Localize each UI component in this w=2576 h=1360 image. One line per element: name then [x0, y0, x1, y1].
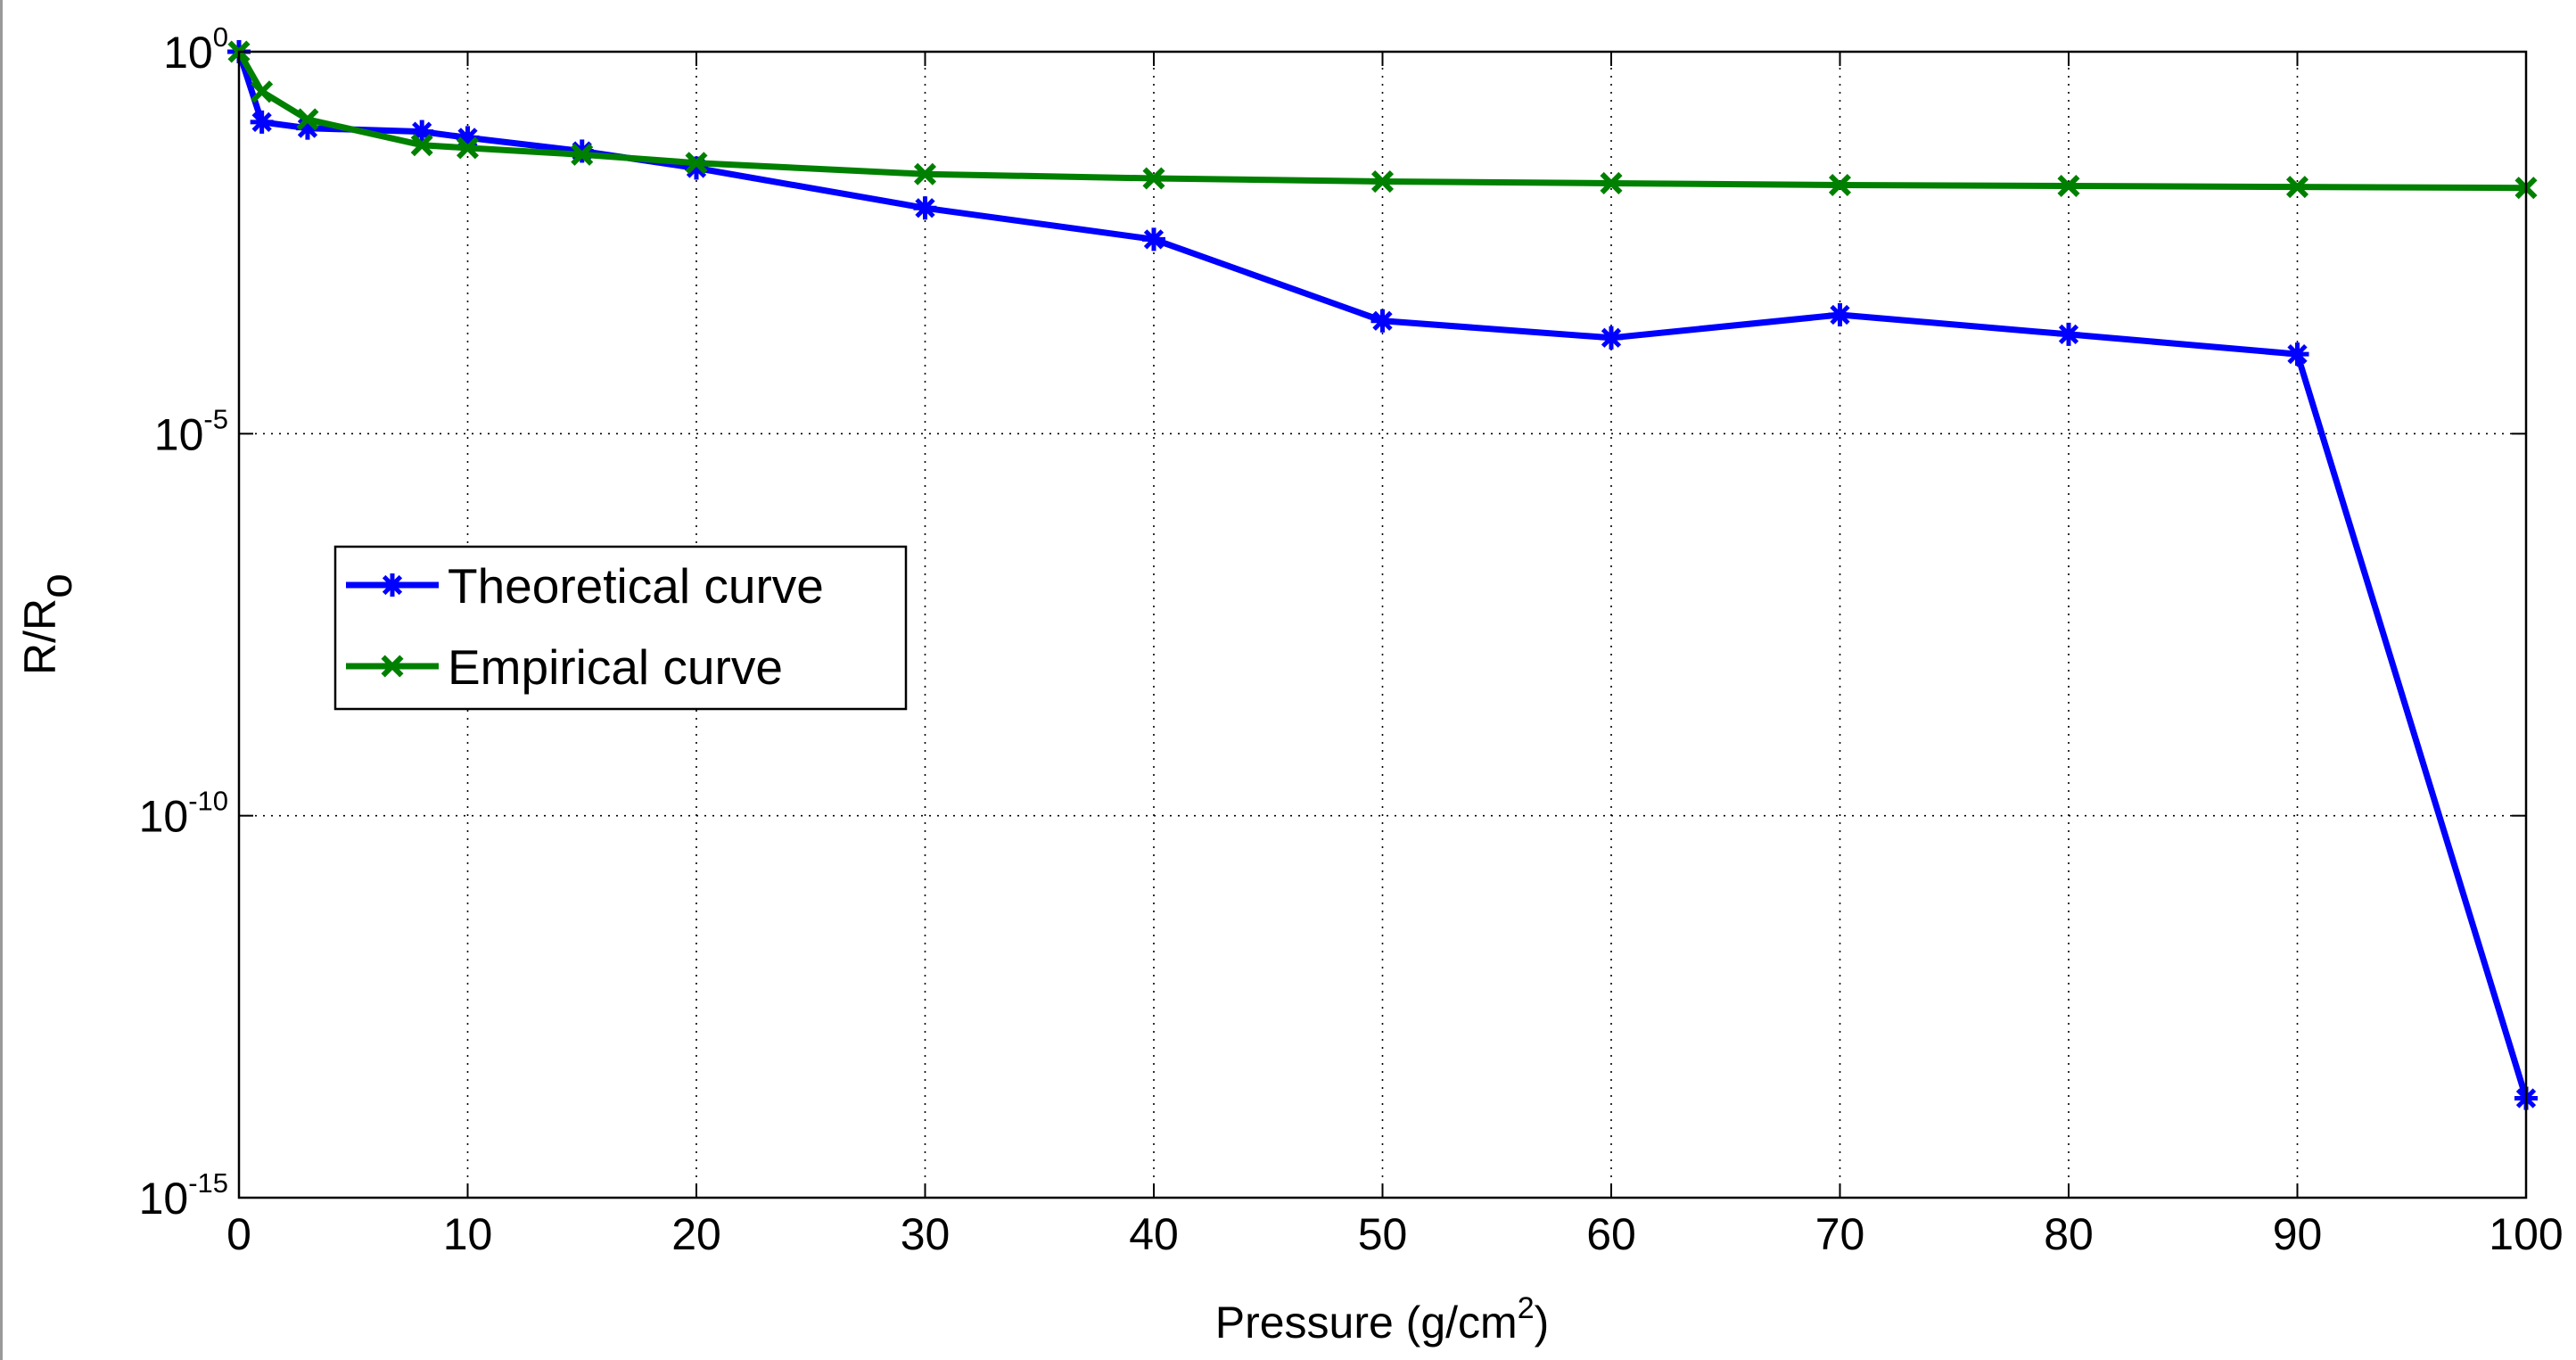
y-tick-label-base: 10: [154, 409, 204, 459]
data-point: [2057, 322, 2080, 346]
data-point: [2057, 174, 2080, 198]
legend-marker-symbol: [381, 573, 404, 597]
y-tick-label: 10-10: [139, 786, 228, 842]
data-point: [1828, 173, 1852, 196]
x-tick-label: 40: [1129, 1209, 1179, 1259]
left-edge-line: [0, 0, 3, 1360]
legend: Theoretical curve Empirical curve: [333, 545, 908, 711]
y-tick-label: 10-15: [139, 1167, 228, 1224]
y-axis-label-subscript: o: [31, 573, 81, 598]
data-point: [410, 134, 433, 157]
data-point: [1142, 227, 1165, 251]
data-point: [1370, 170, 1395, 194]
x-tick-label: 80: [2044, 1209, 2094, 1259]
data-point: [913, 196, 937, 220]
x-axis-label-end: ): [1535, 1298, 1550, 1348]
x-tick-label: 0: [226, 1209, 251, 1259]
data-point: [2285, 176, 2309, 199]
data-point: [1600, 326, 1623, 350]
y-tick-label-exponent: 0: [213, 21, 228, 53]
x-tick-label: 90: [2273, 1209, 2323, 1259]
x-tick-label: 100: [2489, 1209, 2563, 1259]
x-tick-label: 60: [1586, 1209, 1636, 1259]
data-point: [456, 136, 480, 160]
x-tick-label: 70: [1815, 1209, 1865, 1259]
data-point: [2285, 342, 2309, 367]
data-point: [571, 143, 594, 166]
x-tick-label: 30: [901, 1209, 951, 1259]
legend-label-theoretical: Theoretical curve: [448, 558, 824, 614]
y-tick-label: 100: [163, 21, 228, 78]
data-point: [250, 110, 274, 134]
y-tick-label-exponent: -15: [188, 1167, 228, 1199]
x-axis-label: Pressure (g/cm2): [1215, 1291, 1550, 1348]
legend-marker-empirical: [381, 655, 404, 678]
x-axis-ticks: 0 10 20 30 40 50 60 70 80 90 100: [226, 52, 2564, 1259]
data-point: [913, 162, 937, 185]
y-tick-label-base: 10: [139, 792, 189, 842]
legend-box: [333, 545, 908, 711]
data-point: [1370, 309, 1395, 333]
y-tick-label-base: 10: [163, 28, 213, 78]
x-axis-label-superscript: 2: [1518, 1291, 1535, 1325]
x-tick-label: 50: [1358, 1209, 1408, 1259]
legend-marker-symbol: [381, 655, 404, 678]
data-point: [1828, 303, 1852, 327]
plot-frame: [237, 50, 2528, 1199]
data-point: [251, 80, 274, 103]
y-tick-label-exponent: -10: [188, 786, 228, 817]
legend-marker-theoretical: [381, 573, 404, 597]
data-point: [1600, 171, 1623, 194]
y-tick-label: 10-5: [154, 403, 228, 459]
y-tick-label-base: 10: [139, 1174, 189, 1224]
legend-label-empirical: Empirical curve: [448, 639, 783, 695]
data-point: [296, 108, 319, 131]
x-tick-label: 20: [671, 1209, 721, 1259]
data-point: [1142, 167, 1165, 190]
y-axis-label: R/Ro: [15, 573, 81, 675]
series-layer: [227, 40, 2538, 1110]
data-point: [685, 152, 708, 175]
x-tick-label: 10: [443, 1209, 493, 1259]
y-tick-label-exponent: -5: [203, 403, 228, 434]
